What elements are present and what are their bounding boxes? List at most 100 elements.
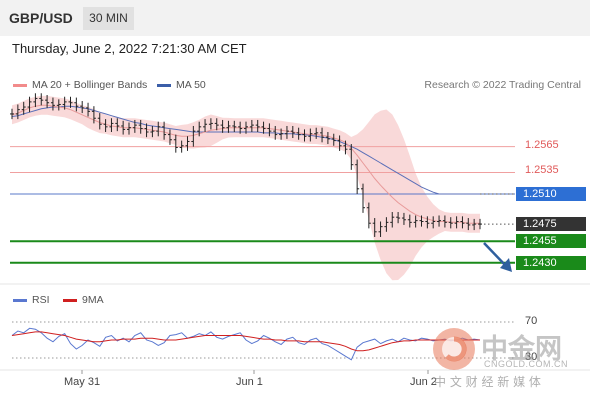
price-bar — [50, 97, 55, 111]
ma9-swatch — [63, 298, 77, 302]
price-bar — [472, 218, 477, 231]
ma50-swatch — [157, 83, 171, 87]
price-bar — [337, 135, 342, 151]
price-bar — [343, 140, 348, 155]
level-label-ma50: 1.2510 — [516, 186, 586, 201]
x-tick-label: Jun 2 — [410, 376, 437, 388]
price-bar — [384, 217, 389, 232]
price-bar — [320, 127, 325, 143]
price-bar — [437, 215, 442, 227]
credit-text: Research © 2022 Trading Central — [424, 79, 581, 91]
legend-ma50-label: MA 50 — [176, 79, 206, 91]
price-bar — [86, 102, 91, 117]
price-bar — [179, 140, 184, 153]
price-bar — [401, 212, 406, 225]
price-bar — [466, 218, 471, 231]
price-bar — [390, 212, 395, 228]
price-bar — [150, 125, 155, 138]
legend-9ma-label: 9MA — [82, 294, 104, 306]
price-bar — [56, 99, 61, 111]
watermark: 中金网 CNGOLD.COM.CN 中 文 财 经 新 媒 体 — [432, 325, 582, 391]
price-bar — [454, 216, 459, 229]
price-bar — [185, 136, 190, 151]
price-bar — [10, 108, 14, 120]
price-bar — [203, 119, 208, 132]
price-bar — [27, 96, 32, 113]
price-bar — [431, 216, 436, 229]
price-bar — [302, 129, 307, 142]
bollinger-band — [12, 95, 480, 281]
price-bar — [162, 121, 167, 140]
arrow-down-icon — [500, 258, 512, 272]
legend-ma20: MA 20 + Bollinger Bands — [13, 79, 147, 91]
price-bar — [127, 122, 131, 135]
price-bar — [290, 125, 295, 139]
level-label-support: 1.2430 — [516, 255, 586, 270]
rsi-9ma-line — [11, 331, 480, 352]
price-bar — [156, 121, 161, 137]
price-bar — [366, 202, 371, 229]
price-bar — [425, 216, 430, 229]
price-bar — [68, 96, 73, 108]
legend-rsi: RSI — [13, 294, 50, 306]
timeframe-badge[interactable]: 30 MIN — [83, 7, 134, 30]
price-bar — [115, 118, 120, 132]
price-bar — [121, 120, 126, 135]
price-bar — [208, 118, 213, 130]
price-bar — [132, 119, 137, 133]
watermark-title: 中金网 — [481, 334, 562, 365]
x-tick-label: Jun 1 — [236, 376, 263, 388]
price-bar — [273, 125, 278, 140]
ma20-swatch — [13, 83, 27, 87]
level-label-resistance: 1.2565 — [525, 138, 559, 151]
forecast-arrow-shaft — [483, 242, 508, 268]
rsi-level-label: 30 — [525, 351, 538, 363]
price-bar — [39, 93, 44, 106]
price-bar — [396, 212, 401, 224]
price-bar — [255, 119, 260, 132]
price-bar — [478, 218, 482, 230]
price-bar — [308, 128, 313, 142]
price-bar — [232, 120, 237, 132]
price-bar — [372, 218, 377, 237]
price-bar — [144, 123, 149, 138]
price-bar — [331, 133, 336, 146]
level-label-support: 1.2455 — [516, 234, 586, 249]
price-bar — [361, 183, 365, 213]
price-bar — [173, 134, 178, 153]
price-bar — [62, 96, 67, 110]
timestamp: Thursday, June 2, 2022 7:21:30 AM CET — [12, 41, 247, 56]
price-bar — [33, 93, 38, 108]
price-bar — [197, 121, 202, 137]
price-bar — [413, 215, 418, 228]
x-tick-label: May 31 — [64, 376, 101, 388]
price-bar — [279, 128, 284, 140]
price-bar — [191, 125, 196, 147]
watermark-url: CNGOLD.COM.CN — [484, 359, 569, 369]
price-bar — [238, 121, 243, 134]
pair-label: GBP/USD — [9, 10, 73, 26]
price-bar — [349, 144, 354, 170]
price-bar — [74, 97, 79, 112]
legend-ma50: MA 50 — [157, 79, 206, 91]
price-bar — [97, 113, 102, 130]
price-bar — [138, 119, 143, 134]
legend-ma20-label: MA 20 + Bollinger Bands — [32, 79, 148, 91]
price-bar — [296, 127, 301, 140]
price-bar — [325, 132, 330, 145]
price-bar — [261, 121, 266, 134]
price-bar — [91, 106, 96, 124]
rsi-swatch — [13, 298, 27, 302]
price-bar — [80, 101, 85, 114]
price-bar — [244, 121, 248, 134]
price-bar — [284, 125, 289, 139]
watermark-tagline: 中 文 财 经 新 媒 体 — [434, 375, 541, 389]
price-bar — [15, 104, 20, 120]
price-bar — [249, 119, 254, 132]
price-bar — [448, 217, 453, 229]
legend-9ma: 9MA — [63, 294, 104, 306]
price-bar — [21, 101, 26, 115]
price-bar — [314, 127, 319, 139]
level-label-last: 1.2475 — [516, 217, 586, 232]
price-bar — [167, 129, 172, 145]
